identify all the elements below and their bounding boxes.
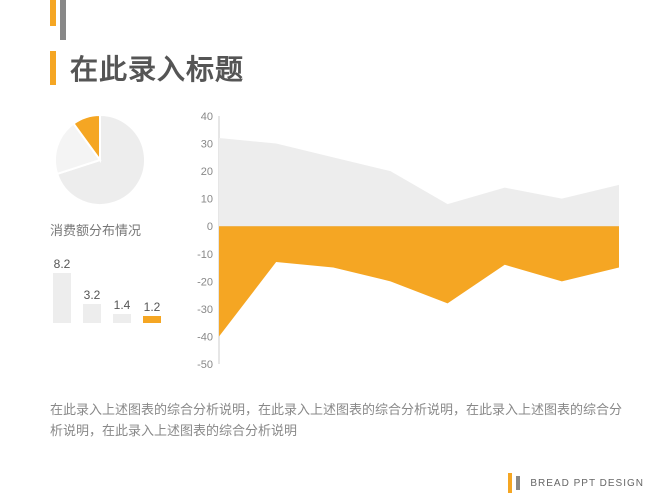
- pie-chart: [50, 110, 150, 210]
- mini-bar-rect: [53, 273, 71, 323]
- svg-text:-30: -30: [197, 304, 213, 316]
- svg-text:-40: -40: [197, 331, 213, 343]
- svg-text:20: 20: [201, 166, 213, 178]
- title-row: 在此录入标题: [50, 48, 244, 88]
- title-accent-bar: [50, 51, 56, 85]
- footer-bar-gray: [516, 476, 520, 490]
- svg-text:-20: -20: [197, 276, 213, 288]
- mini-bar-rect: [83, 304, 101, 324]
- svg-text:30: 30: [201, 139, 213, 151]
- mini-bar-rect: [113, 314, 131, 323]
- svg-text:0: 0: [207, 221, 213, 233]
- accent-bar-orange: [50, 0, 56, 26]
- mini-bar-value: 1.4: [114, 298, 131, 312]
- area-chart: 40 30 20 10 0 -10 -20 -30 -40 -50: [180, 110, 630, 370]
- footer: BREAD PPT DESIGN: [508, 473, 644, 493]
- right-column: 40 30 20 10 0 -10 -20 -30 -40 -50: [180, 110, 630, 390]
- mini-bar-value: 1.2: [144, 300, 161, 314]
- left-column: 消费额分布情况 8.2 3.2 1.4 1.2: [50, 110, 180, 390]
- page-title: 在此录入标题: [70, 48, 244, 88]
- mini-bar-value: 3.2: [84, 288, 101, 302]
- mini-bar-rect: [143, 316, 161, 323]
- mini-bar-value: 8.2: [54, 257, 71, 271]
- description-text: 在此录入上述图表的综合分析说明，在此录入上述图表的综合分析说明，在此录入上述图表…: [50, 400, 630, 442]
- svg-text:40: 40: [201, 111, 213, 123]
- mini-bar-item: 1.2: [140, 300, 164, 323]
- svg-text:-50: -50: [197, 359, 213, 370]
- mini-bar-chart: 8.2 3.2 1.4 1.2: [50, 253, 180, 323]
- accent-bar-gray: [60, 0, 66, 40]
- footer-bar-orange: [508, 473, 512, 493]
- mini-bar-item: 1.4: [110, 298, 134, 323]
- svg-text:-10: -10: [197, 249, 213, 261]
- svg-text:10: 10: [201, 194, 213, 206]
- mini-bar-item: 8.2: [50, 257, 74, 323]
- content-area: 消费额分布情况 8.2 3.2 1.4 1.2 40 30 20 10 0 -10 -20 -30 -…: [50, 110, 630, 390]
- footer-text: BREAD PPT DESIGN: [530, 478, 644, 489]
- mini-bar-item: 3.2: [80, 288, 104, 324]
- pie-label: 消费额分布情况: [50, 220, 180, 239]
- top-accent-bars: [50, 0, 66, 40]
